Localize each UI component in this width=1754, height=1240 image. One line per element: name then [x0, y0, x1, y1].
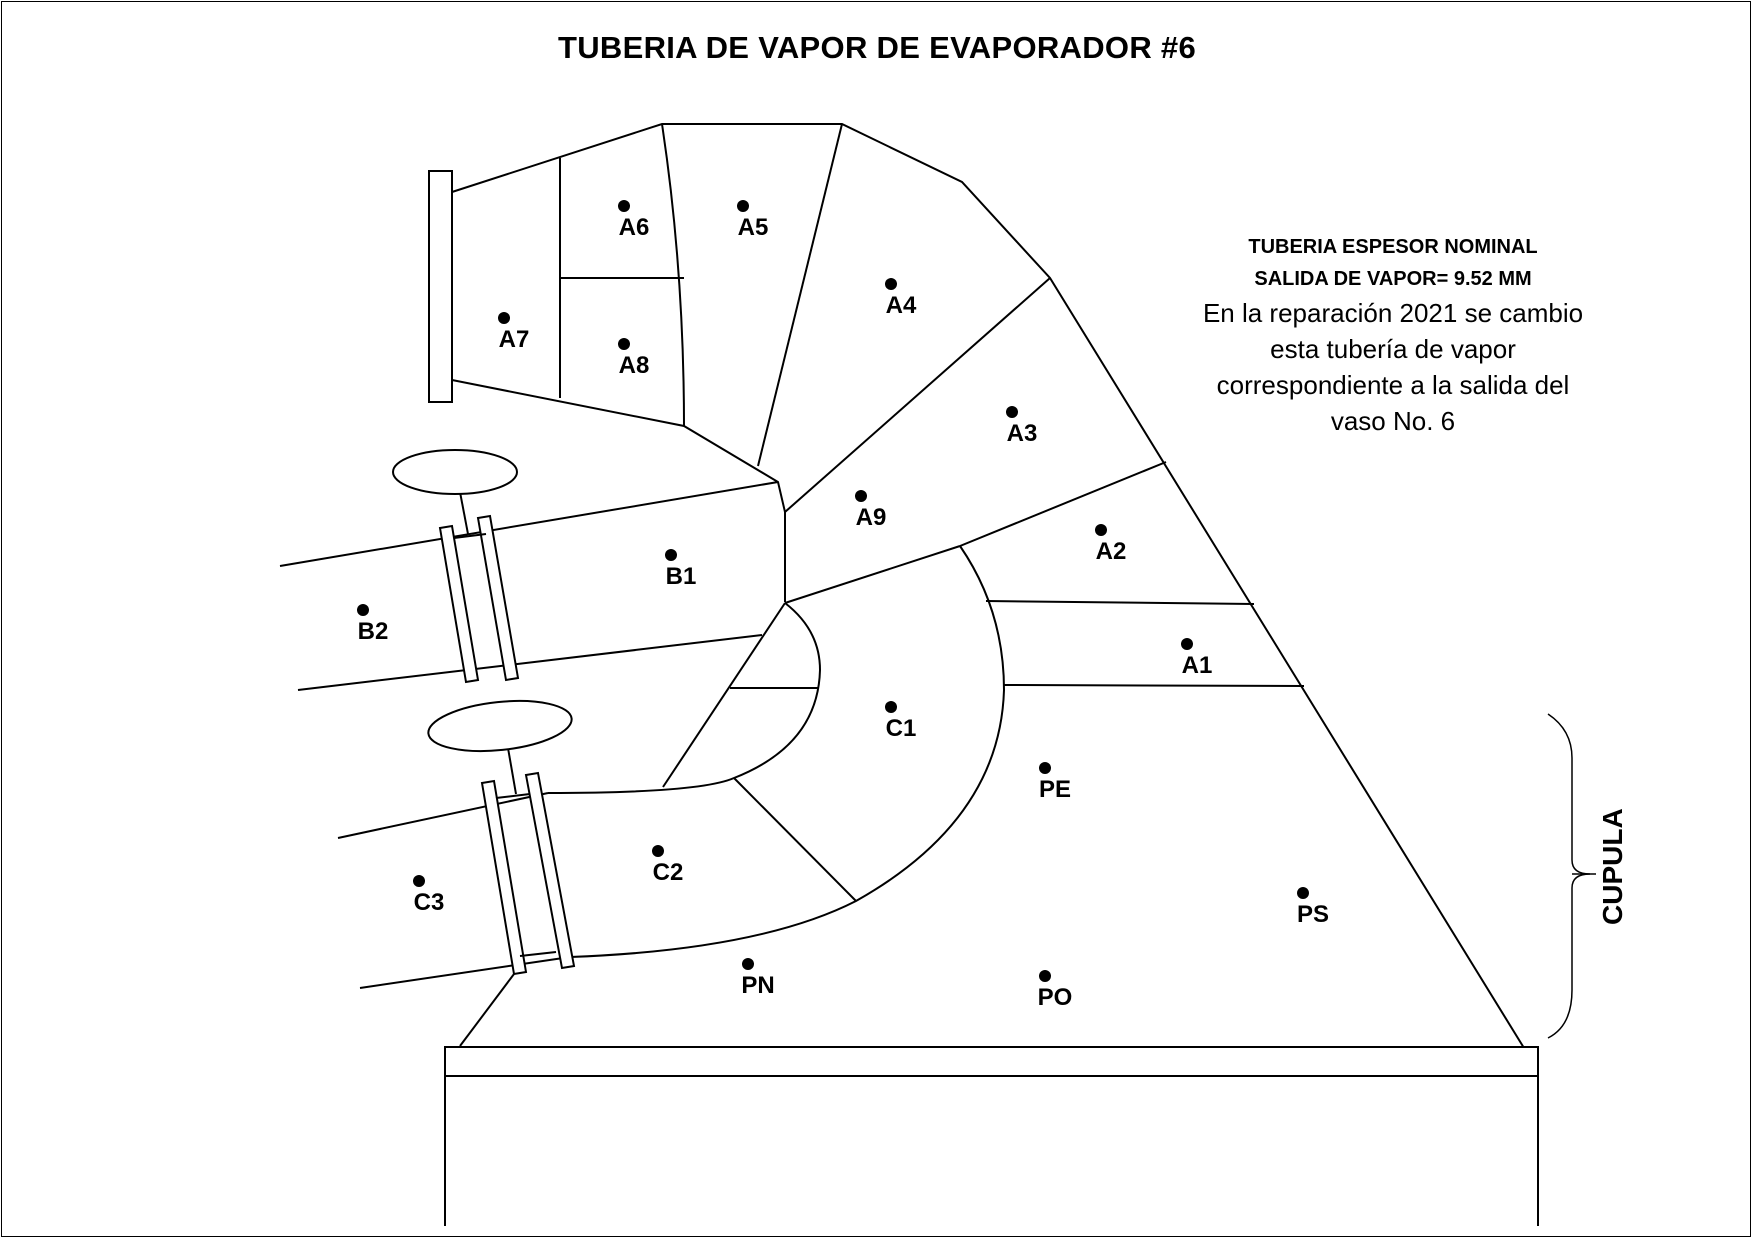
segment-line-a4: [757, 123, 843, 467]
point-a9-marker: [855, 490, 867, 502]
b-pipe-bottom: [297, 634, 763, 691]
b-flange-plate-2: [476, 514, 520, 682]
point-a6-marker: [618, 200, 630, 212]
segment-line-a3: [784, 277, 1051, 513]
segment-line-a9: [784, 545, 961, 604]
thickness-note: TUBERIA ESPESOR NOMINAL SALIDA DE VAPOR=…: [1170, 231, 1616, 439]
point-a1-marker: [1181, 638, 1193, 650]
b-pipe-top: [279, 481, 779, 567]
point-a8-label: A8: [619, 352, 650, 379]
point-c1-label: C1: [886, 715, 917, 742]
note-line-5: correspondiente a la salida del: [1216, 370, 1570, 400]
point-c1-marker: [885, 701, 897, 713]
segment-line-a1-top: [985, 600, 1255, 605]
pipe-outer-outline: [451, 123, 1525, 1049]
note-line-3: En la reparación 2021 se cambio: [1202, 298, 1584, 328]
note-line-2: SALIDA DE VAPOR= 9.52 MM: [1254, 268, 1532, 290]
elbow-inner-line: [662, 602, 786, 788]
point-a5-marker: [737, 200, 749, 212]
point-a6-label: A6: [619, 214, 650, 241]
point-a8-marker: [618, 338, 630, 350]
point-a7-marker: [498, 312, 510, 324]
point-a4-marker: [885, 278, 897, 290]
measurement-points: A1 A2 A3 A4 A5 A6 A7 A8 A9 B1 B2 C1 C2 C3 PE PS PN PO: [357, 200, 1329, 1011]
pipe-inner-outline: [451, 379, 786, 602]
vessel-top-flange: [444, 1046, 1539, 1077]
c-pipe-bottom: [359, 956, 571, 989]
c-handwheel-stem: [507, 747, 517, 795]
point-a1-label: A1: [1182, 652, 1213, 679]
cupula-label: CUPULA: [1597, 808, 1628, 925]
point-b2-marker: [357, 604, 369, 616]
page-title: TUBERIA DE VAPOR DE EVAPORADOR #6: [557, 30, 1197, 65]
point-a4-label: A4: [886, 292, 917, 319]
point-a3-label: A3: [1007, 420, 1038, 447]
point-c2-label: C2: [653, 859, 684, 886]
point-pe-label: PE: [1039, 776, 1071, 803]
segment-line-a1-bottom: [1003, 684, 1305, 687]
outlet-flange: [428, 170, 453, 403]
point-a3-marker: [1006, 406, 1018, 418]
point-b2-label: B2: [358, 618, 389, 645]
point-a2-label: A2: [1096, 538, 1127, 565]
segment-line-a5: [661, 123, 685, 427]
point-c3-label: C3: [414, 889, 445, 916]
c-pipe-top: [337, 792, 549, 839]
elbow-inner-arc: [547, 602, 822, 794]
c-flange-bolt-bottom: [519, 951, 557, 957]
point-ps-label: PS: [1297, 901, 1329, 928]
b-handwheel: [392, 449, 518, 495]
point-c2-marker: [652, 845, 664, 857]
dome-left-edge: [459, 973, 515, 1047]
c-handwheel: [427, 699, 573, 753]
segment-line-a2: [959, 461, 1167, 547]
point-pe-marker: [1039, 762, 1051, 774]
note-line-1: TUBERIA ESPESOR NOMINAL: [1248, 236, 1538, 258]
b-handwheel-stem: [459, 491, 469, 535]
b-flange-plate-1: [438, 524, 480, 684]
point-a2-marker: [1095, 524, 1107, 536]
point-pn-marker: [742, 958, 754, 970]
segment-line-c1-c2: [733, 777, 857, 902]
point-po-marker: [1039, 970, 1051, 982]
c-flange-plate-1: [480, 779, 528, 976]
elbow-outer-arc: [569, 545, 1006, 958]
point-c3-marker: [413, 875, 425, 887]
point-a9-label: A9: [856, 504, 887, 531]
c-flange-bolt-top: [495, 793, 531, 799]
point-pn-label: PN: [741, 972, 774, 999]
point-po-label: PO: [1038, 984, 1073, 1011]
point-a7-label: A7: [499, 326, 530, 353]
note-line-6: vaso No. 6: [1330, 406, 1456, 436]
point-b1-label: B1: [666, 563, 697, 590]
cupula-brace: [1547, 713, 1591, 1039]
c-flange-plate-2: [524, 771, 576, 970]
point-ps-marker: [1297, 887, 1309, 899]
note-line-4: esta tubería de vapor: [1270, 334, 1516, 364]
point-a5-label: A5: [738, 214, 769, 241]
point-b1-marker: [665, 549, 677, 561]
b-flange-bolt: [453, 533, 487, 539]
